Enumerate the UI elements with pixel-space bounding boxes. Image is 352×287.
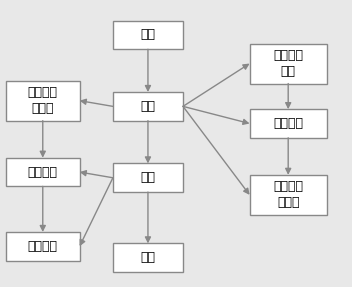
Bar xyxy=(6,232,80,261)
Text: 剥离模块: 剥离模块 xyxy=(28,240,58,253)
Text: 复合: 复合 xyxy=(140,171,156,184)
Bar xyxy=(6,158,80,186)
Text: 固化胶复
合模块: 固化胶复 合模块 xyxy=(28,86,58,115)
Text: 导电性增
强模块: 导电性增 强模块 xyxy=(273,181,303,210)
Bar xyxy=(250,44,327,84)
Bar xyxy=(113,243,183,272)
Bar xyxy=(6,81,80,121)
Bar xyxy=(250,109,327,138)
Text: 涂布: 涂布 xyxy=(140,100,156,113)
Bar xyxy=(113,164,183,192)
Bar xyxy=(250,175,327,215)
Text: 表面处理
模块: 表面处理 模块 xyxy=(273,49,303,78)
Text: 收卷: 收卷 xyxy=(140,251,156,264)
Text: 放卷: 放卷 xyxy=(140,28,156,41)
Bar xyxy=(113,21,183,49)
Bar xyxy=(113,92,183,121)
Text: 固化模块: 固化模块 xyxy=(28,166,58,179)
Text: 涂布模块: 涂布模块 xyxy=(273,117,303,130)
